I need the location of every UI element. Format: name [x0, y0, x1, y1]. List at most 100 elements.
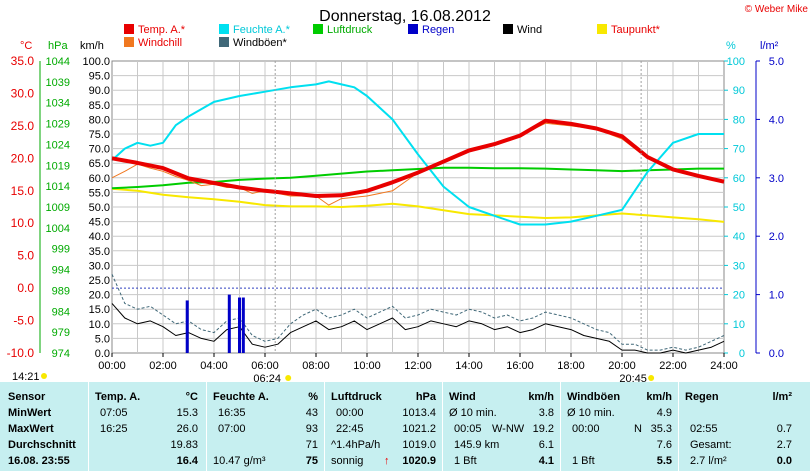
humidity-tick-label: 80: [733, 114, 745, 126]
wind-tick-label: 90.0: [89, 85, 110, 97]
rain-tick-label: 2.0: [769, 231, 784, 243]
sunset-label: 20:45: [619, 373, 647, 382]
cell-value: 0.0: [776, 455, 792, 467]
rain-tick-label: 1.0: [769, 290, 784, 302]
cell-abs-humidity: 10.47 g/m³: [213, 455, 266, 467]
cell-value: 4.9: [656, 407, 672, 419]
cell-direction: N: [634, 423, 642, 435]
header-pressure-unit: hPa: [415, 391, 436, 403]
sun-icon: [285, 375, 292, 381]
time-tick-label: 04:00: [200, 360, 228, 372]
series-line-wind: [111, 303, 725, 354]
humidity-tick-label: 60: [733, 173, 745, 185]
separator: [324, 382, 325, 471]
wind-tick-label: 35.0: [89, 246, 110, 258]
credit-text: © Weber Mike: [745, 4, 809, 15]
cell-value: 1013.4: [402, 407, 436, 419]
separator: [442, 382, 443, 471]
cell-value: 15.3: [176, 407, 198, 419]
cell-time: 16:35: [218, 407, 246, 419]
wind-tick-label: 40.0: [89, 231, 110, 243]
header-humidity: Feuchte A.: [213, 391, 269, 403]
cell-time: Ø 10 min.: [449, 407, 497, 419]
time-tick-label: 02:00: [149, 360, 177, 372]
cell-value: 7.6: [656, 439, 672, 451]
humidity-unit: %: [726, 40, 736, 52]
series-line-temp-a: [111, 118, 725, 198]
separator: [678, 382, 679, 471]
time-tick-label: 06:00: [251, 360, 279, 372]
axis-ticks: 35.0 30.0 25.0 20.0 15.0 10.0 5.0 0.0 -5.0 -10.0 1…: [7, 54, 784, 372]
humidity-tick-label: 100: [727, 56, 745, 68]
legend-swatch: [313, 24, 323, 34]
axis-units: °C hPa km/h % l/m²: [20, 40, 779, 52]
rain-bar: [238, 297, 241, 353]
time-tick-label: 20:00: [608, 360, 636, 372]
header-sensor: Sensor: [8, 391, 46, 403]
time-tick-label: 08:00: [302, 360, 330, 372]
legend-swatch: [408, 24, 418, 34]
temp-tick-label: 35.0: [11, 54, 35, 68]
pressure-tick-label: 1014: [46, 181, 70, 193]
cell-trend: ^1.4hPa/h: [331, 439, 381, 451]
legend-label: Feuchte A.*: [233, 24, 291, 36]
separator: [88, 382, 89, 471]
cell-value: 43: [305, 407, 318, 419]
rain-tick-label: 0.0: [769, 348, 784, 360]
pressure-tick-label: 1044: [46, 56, 70, 68]
series-line-taupunkt: [111, 187, 725, 223]
legend-label: Temp. A.*: [138, 24, 186, 36]
wind-tick-label: 25.0: [89, 275, 110, 287]
sun-icon: [648, 375, 655, 381]
header-pressure: Luftdruck: [331, 391, 382, 403]
pressure-tick-label: 989: [52, 285, 70, 297]
header-gusts-unit: km/h: [646, 391, 672, 403]
cell-value: 2.7: [776, 439, 792, 451]
time-tick-label: 24:00: [710, 360, 738, 372]
temp-tick-label: 10.0: [11, 216, 35, 230]
timestamp-label: 14:21: [12, 371, 40, 382]
rain-unit: l/m²: [760, 40, 779, 52]
cell-time: 00:00: [572, 423, 600, 435]
wind-tick-label: 55.0: [89, 187, 110, 199]
temp-tick-label: 20.0: [11, 151, 35, 165]
header-temp-unit: °C: [185, 391, 198, 403]
cell-time: 07:05: [100, 407, 128, 419]
wind-tick-label: 20.0: [89, 290, 110, 302]
cell-value: 71: [305, 439, 318, 451]
cell-distance: 145.9 km: [454, 439, 500, 451]
legend-swatch: [219, 37, 229, 47]
legend-label: Taupunkt*: [611, 24, 661, 36]
legend: Temp. A.* Feuchte A.* Luftdruck Regen Wind Ta…: [124, 24, 661, 49]
pressure-tick-label: 999: [52, 244, 70, 256]
temp-tick-label: -10.0: [7, 346, 35, 360]
wind-tick-label: 45.0: [89, 217, 110, 229]
temp-tick-label: 5.0: [17, 249, 34, 263]
wind-tick-label: 75.0: [89, 129, 110, 141]
cell-label: Gesamt:: [690, 439, 732, 451]
sun-markers: 06:24 20:45 14:21: [12, 61, 655, 382]
wind-unit: km/h: [80, 40, 104, 52]
pressure-tick-label: 979: [52, 327, 70, 339]
legend-label: Luftdruck: [327, 24, 373, 36]
legend-swatch: [597, 24, 607, 34]
wind-tick-label: 95.0: [89, 71, 110, 83]
wind-tick-label: 60.0: [89, 173, 110, 185]
humidity-tick-label: 10: [733, 319, 745, 331]
weather-chart: Donnerstag, 16.08.2012 © Weber Mike Temp…: [7, 4, 809, 382]
cell-value: 26.0: [176, 423, 198, 435]
cell-time: 00:05: [454, 423, 482, 435]
pressure-tick-label: 1004: [46, 223, 70, 235]
row-label: Durchschnitt: [8, 439, 76, 451]
cell-value: 35.3: [650, 423, 672, 435]
pressure-tick-label: 1039: [46, 77, 70, 89]
cell-value: 1019.0: [402, 439, 436, 451]
cell-value: 5.5: [656, 455, 672, 467]
chart-title: Donnerstag, 16.08.2012: [319, 8, 491, 25]
rain-bar: [241, 297, 245, 353]
pressure-tick-label: 994: [52, 265, 70, 277]
legend-swatch: [503, 24, 513, 34]
series-group: [111, 80, 725, 354]
wind-tick-label: 80.0: [89, 114, 110, 126]
cell-value: 3.8: [538, 407, 554, 419]
